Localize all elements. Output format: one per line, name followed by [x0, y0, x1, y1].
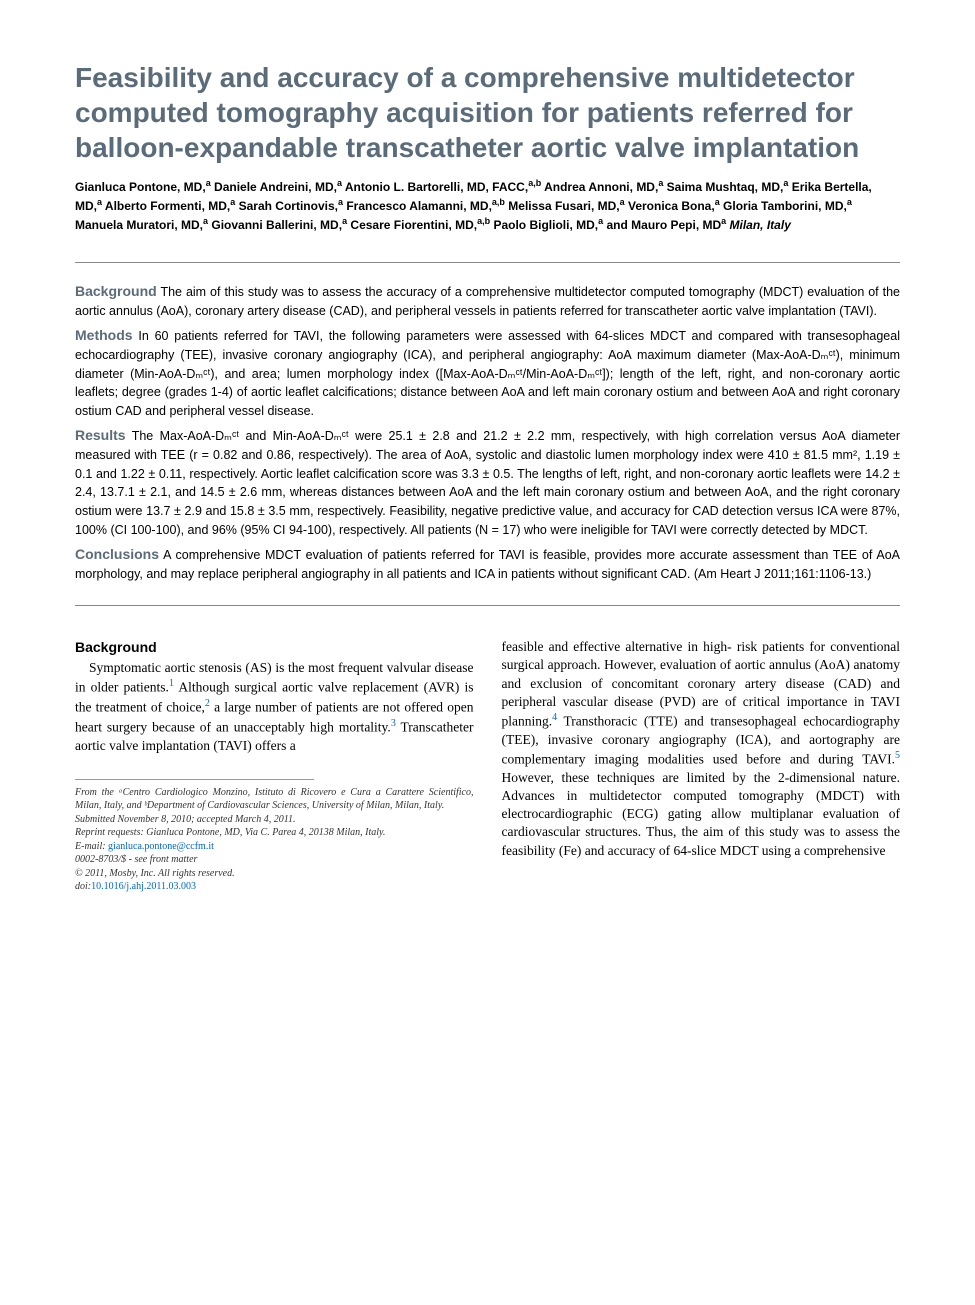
footnote-doi-label: doi: — [75, 881, 91, 892]
footnote-copyright: © 2011, Mosby, Inc. All rights reserved. — [75, 867, 474, 881]
footnote-email-label: E-mail: — [75, 841, 106, 852]
footnote-reprint: Reprint requests: Gianluca Pontone, MD, … — [75, 826, 474, 840]
abstract-methods-label: Methods — [75, 327, 133, 343]
body-columns: Background Symptomatic aortic stenosis (… — [75, 638, 900, 893]
footnote-email-line: E-mail: gianluca.pontone@ccfm.it — [75, 840, 474, 854]
body-right-paragraph: feasible and effective alternative in hi… — [502, 638, 901, 860]
abstract-background: Background The aim of this study was to … — [75, 281, 900, 321]
abstract-conclusions-text: A comprehensive MDCT evaluation of patie… — [75, 548, 900, 581]
footnote-email-link[interactable]: gianluca.pontone@ccfm.it — [108, 841, 214, 852]
background-heading: Background — [75, 638, 474, 657]
abstract-background-label: Background — [75, 283, 157, 299]
article-title: Feasibility and accuracy of a comprehens… — [75, 60, 900, 165]
body-left-paragraph: Symptomatic aortic stenosis (AS) is the … — [75, 659, 474, 755]
footnotes: From the ᵃCentro Cardiologico Monzino, I… — [75, 786, 474, 894]
body-left-column: Background Symptomatic aortic stenosis (… — [75, 638, 474, 893]
abstract-conclusions-label: Conclusions — [75, 546, 159, 562]
abstract-results-label: Results — [75, 427, 126, 443]
footnote-doi-link[interactable]: 10.1016/j.ahj.2011.03.003 — [91, 881, 196, 892]
footnote-issn: 0002-8703/$ - see front matter — [75, 853, 474, 867]
abstract-background-text: The aim of this study was to assess the … — [75, 285, 900, 318]
abstract-results: Results The Max-AoA-Dₘᶜᵗ and Min-AoA-Dₘᶜ… — [75, 425, 900, 540]
abstract-conclusions: Conclusions A comprehensive MDCT evaluat… — [75, 544, 900, 584]
footnote-doi-line: doi:10.1016/j.ahj.2011.03.003 — [75, 880, 474, 894]
article-authors: Gianluca Pontone, MD,a Daniele Andreini,… — [75, 177, 900, 234]
footnote-affiliation: From the ᵃCentro Cardiologico Monzino, I… — [75, 786, 474, 813]
body-right-column: feasible and effective alternative in hi… — [502, 638, 901, 893]
abstract-methods-text: In 60 patients referred for TAVI, the fo… — [75, 329, 900, 418]
footnote-submitted: Submitted November 8, 2010; accepted Mar… — [75, 813, 474, 827]
footnote-rule — [75, 779, 314, 780]
abstract-methods: Methods In 60 patients referred for TAVI… — [75, 325, 900, 421]
abstract-results-text: The Max-AoA-Dₘᶜᵗ and Min-AoA-Dₘᶜᵗ were 2… — [75, 429, 900, 537]
abstract-block: Background The aim of this study was to … — [75, 262, 900, 606]
